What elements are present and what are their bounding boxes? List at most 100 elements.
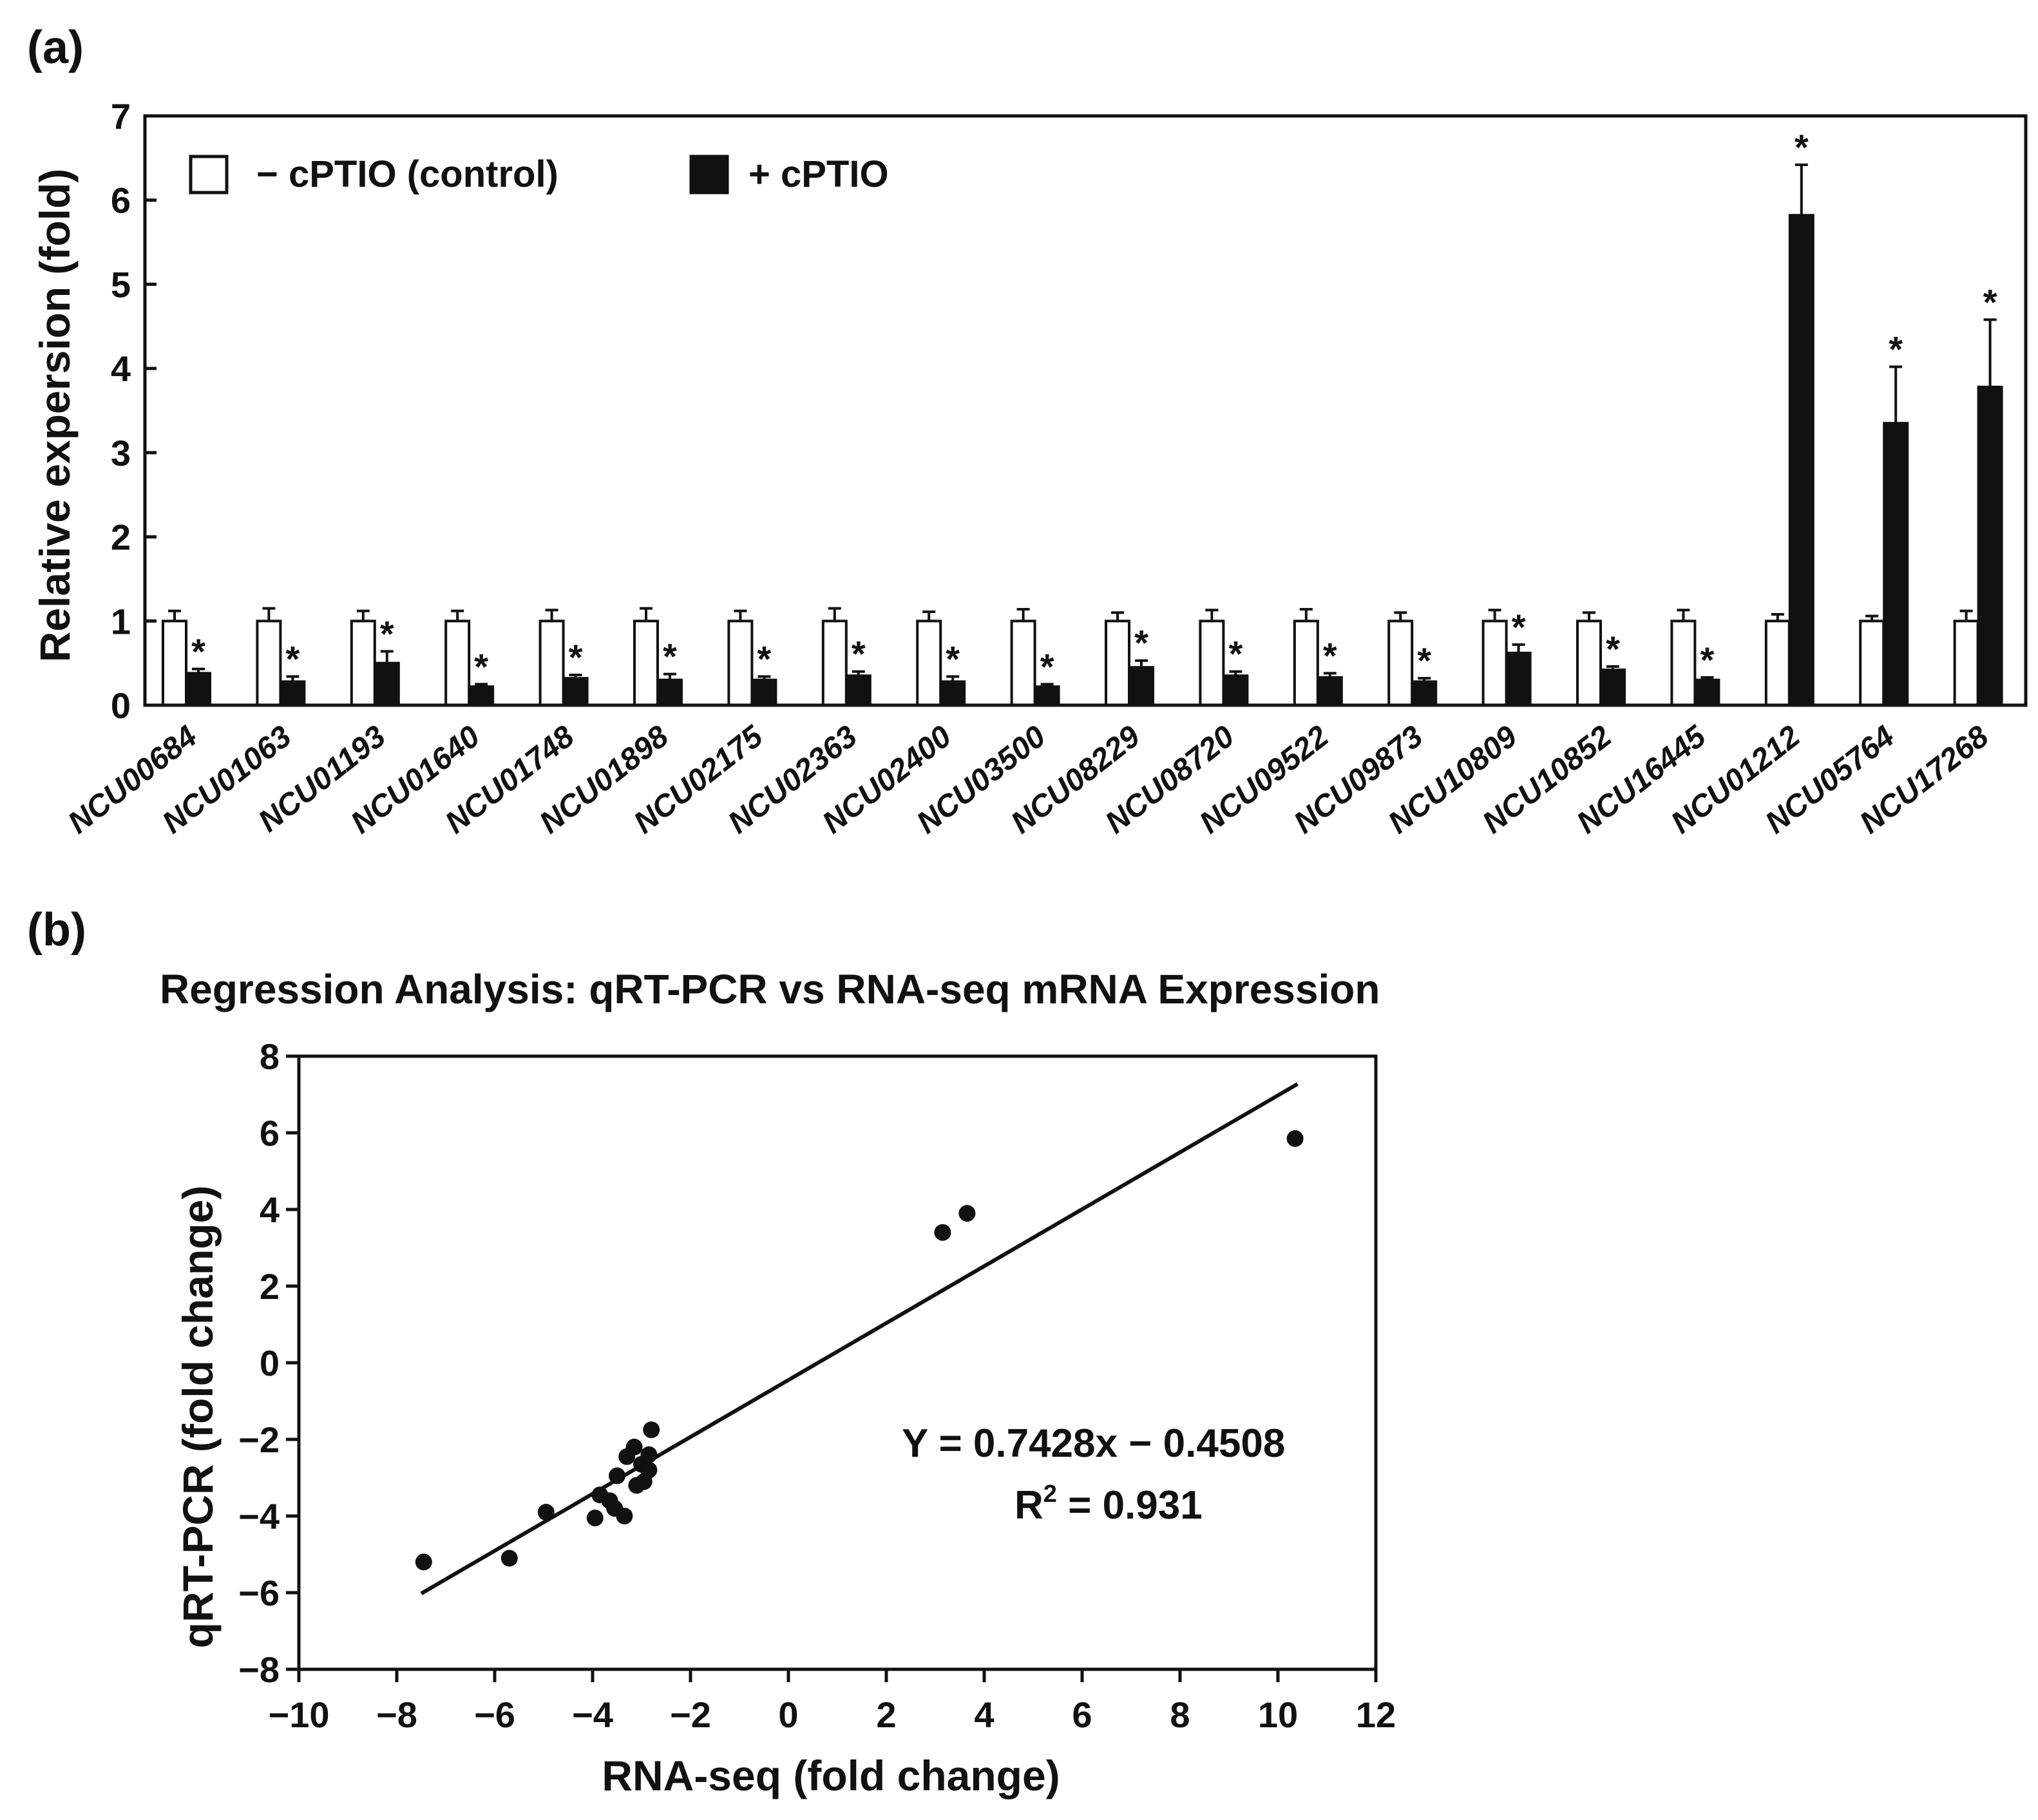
significance-star: * bbox=[1889, 329, 1903, 370]
bar-cptio bbox=[940, 680, 966, 707]
bar-chart-bars: * * * * * * * * * * * * * * * * * * * * bbox=[162, 127, 2003, 707]
bar-cptio bbox=[562, 677, 589, 706]
bar-chart-legend: − cPTIO (control) + cPTIO bbox=[189, 153, 889, 195]
regression-equation: Y = 0.7428x − 0.4508 bbox=[902, 1421, 1285, 1466]
bar-cptio bbox=[1694, 678, 1720, 707]
bar-control bbox=[1576, 620, 1602, 706]
x-tick-label: 10 bbox=[1258, 1694, 1298, 1735]
bar-cptio bbox=[468, 685, 495, 706]
significance-star: * bbox=[474, 646, 488, 687]
legend-label-cptio: + cPTIO bbox=[748, 153, 889, 195]
significance-star: * bbox=[663, 636, 677, 677]
significance-star: * bbox=[286, 639, 300, 679]
bar-control bbox=[1481, 620, 1508, 706]
bar-cptio bbox=[1977, 385, 2003, 707]
bar-control bbox=[1387, 620, 1414, 706]
r2-value: = 0.931 bbox=[1057, 1483, 1203, 1528]
panel-a-bar-chart: (a) Relative expersion (fold) 0 1 2 3 4 5 6 7 *… bbox=[27, 22, 2028, 840]
legend-swatch-cptio bbox=[689, 155, 729, 194]
y-tick-label: 7 bbox=[111, 96, 131, 137]
y-tick-label: 1 bbox=[111, 601, 131, 641]
bar-control bbox=[1010, 620, 1036, 706]
x-tick-label: −10 bbox=[269, 1694, 330, 1735]
x-tick-label: −8 bbox=[376, 1694, 417, 1735]
significance-star: * bbox=[191, 631, 205, 672]
x-tick-label: 12 bbox=[1356, 1694, 1396, 1735]
scatter-point bbox=[609, 1467, 625, 1484]
x-tick-label: −6 bbox=[474, 1694, 515, 1735]
scatter-chart-x-axis-title: RNA-seq (fold change) bbox=[602, 1752, 1060, 1799]
scatter-point bbox=[643, 1421, 660, 1439]
y-tick-label: 0 bbox=[111, 685, 131, 726]
x-tick-label: 0 bbox=[778, 1694, 798, 1735]
bar-control bbox=[821, 620, 848, 706]
scatter-chart-title: Regression Analysis: qRT-PCR vs RNA-seq … bbox=[160, 966, 1380, 1012]
x-tick-label: 6 bbox=[1072, 1694, 1092, 1735]
y-tick-label: 8 bbox=[260, 1036, 280, 1077]
bar-control bbox=[1670, 620, 1697, 706]
scatter-point bbox=[586, 1509, 604, 1526]
y-tick-label: 0 bbox=[260, 1343, 280, 1383]
bar-chart-plot-frame bbox=[143, 114, 2028, 707]
scatter-point bbox=[1286, 1130, 1304, 1147]
y-tick-label: −6 bbox=[238, 1573, 280, 1613]
bar-cptio bbox=[1129, 666, 1154, 707]
x-tick-label: 2 bbox=[876, 1694, 896, 1735]
y-tick-label: −2 bbox=[238, 1419, 280, 1460]
bar-control bbox=[1859, 620, 1885, 706]
significance-star: * bbox=[1795, 127, 1809, 167]
scatter-point bbox=[640, 1446, 658, 1463]
y-tick-label: 3 bbox=[111, 433, 131, 473]
scatter-point bbox=[640, 1461, 658, 1479]
scatter-point bbox=[500, 1550, 518, 1567]
scatter-chart-plot-frame bbox=[297, 1054, 1378, 1671]
y-tick-label: 4 bbox=[111, 348, 131, 389]
regression-r-squared: R2 = 0.931 bbox=[1014, 1481, 1203, 1528]
significance-star: * bbox=[569, 637, 583, 678]
scatter-point bbox=[934, 1224, 951, 1241]
y-tick-label: 6 bbox=[111, 180, 131, 221]
bar-cptio bbox=[1505, 651, 1532, 707]
bar-control bbox=[1764, 620, 1791, 706]
bar-control bbox=[256, 620, 282, 706]
bar-cptio bbox=[374, 661, 400, 706]
bar-control bbox=[727, 620, 754, 706]
bar-cptio bbox=[1883, 422, 1909, 706]
significance-star: * bbox=[852, 634, 866, 674]
r2-prefix: R bbox=[1014, 1483, 1043, 1528]
bar-cptio bbox=[280, 680, 306, 707]
bar-control bbox=[1953, 620, 1979, 706]
regression-line bbox=[420, 1082, 1299, 1595]
bar-control bbox=[444, 620, 471, 706]
significance-star: * bbox=[380, 613, 394, 654]
legend-label-control: − cPTIO (control) bbox=[256, 153, 558, 195]
scatter-point bbox=[537, 1504, 555, 1521]
x-tick-label: −4 bbox=[572, 1694, 613, 1735]
bar-cptio bbox=[1317, 676, 1343, 706]
y-tick-label: 2 bbox=[111, 517, 131, 558]
significance-star: * bbox=[1323, 635, 1337, 676]
bar-cptio bbox=[657, 678, 683, 707]
scatter-point bbox=[958, 1204, 976, 1222]
panel-b-scatter-chart: (b) Regression Analysis: qRT-PCR vs RNA-… bbox=[27, 904, 1396, 1799]
significance-star: * bbox=[1700, 640, 1715, 680]
significance-star: * bbox=[1512, 607, 1526, 647]
significance-star: * bbox=[1417, 640, 1431, 681]
scatter-point bbox=[616, 1508, 633, 1524]
bar-cptio bbox=[1788, 214, 1814, 706]
scatter-chart-y-axis-title: qRT-PCR (fold change) bbox=[174, 1186, 222, 1649]
legend-swatch-control bbox=[189, 155, 229, 194]
significance-star: * bbox=[1983, 281, 1997, 322]
bar-cptio bbox=[751, 678, 777, 707]
bar-cptio bbox=[1600, 668, 1626, 706]
bar-cptio bbox=[186, 672, 211, 707]
y-tick-label: 6 bbox=[260, 1113, 280, 1153]
significance-star: * bbox=[1229, 634, 1243, 674]
y-tick-label: 5 bbox=[111, 264, 131, 305]
significance-star: * bbox=[1040, 646, 1054, 687]
bar-cptio bbox=[1034, 685, 1060, 706]
panel-a-label: (a) bbox=[27, 22, 84, 73]
significance-star: * bbox=[757, 639, 772, 679]
